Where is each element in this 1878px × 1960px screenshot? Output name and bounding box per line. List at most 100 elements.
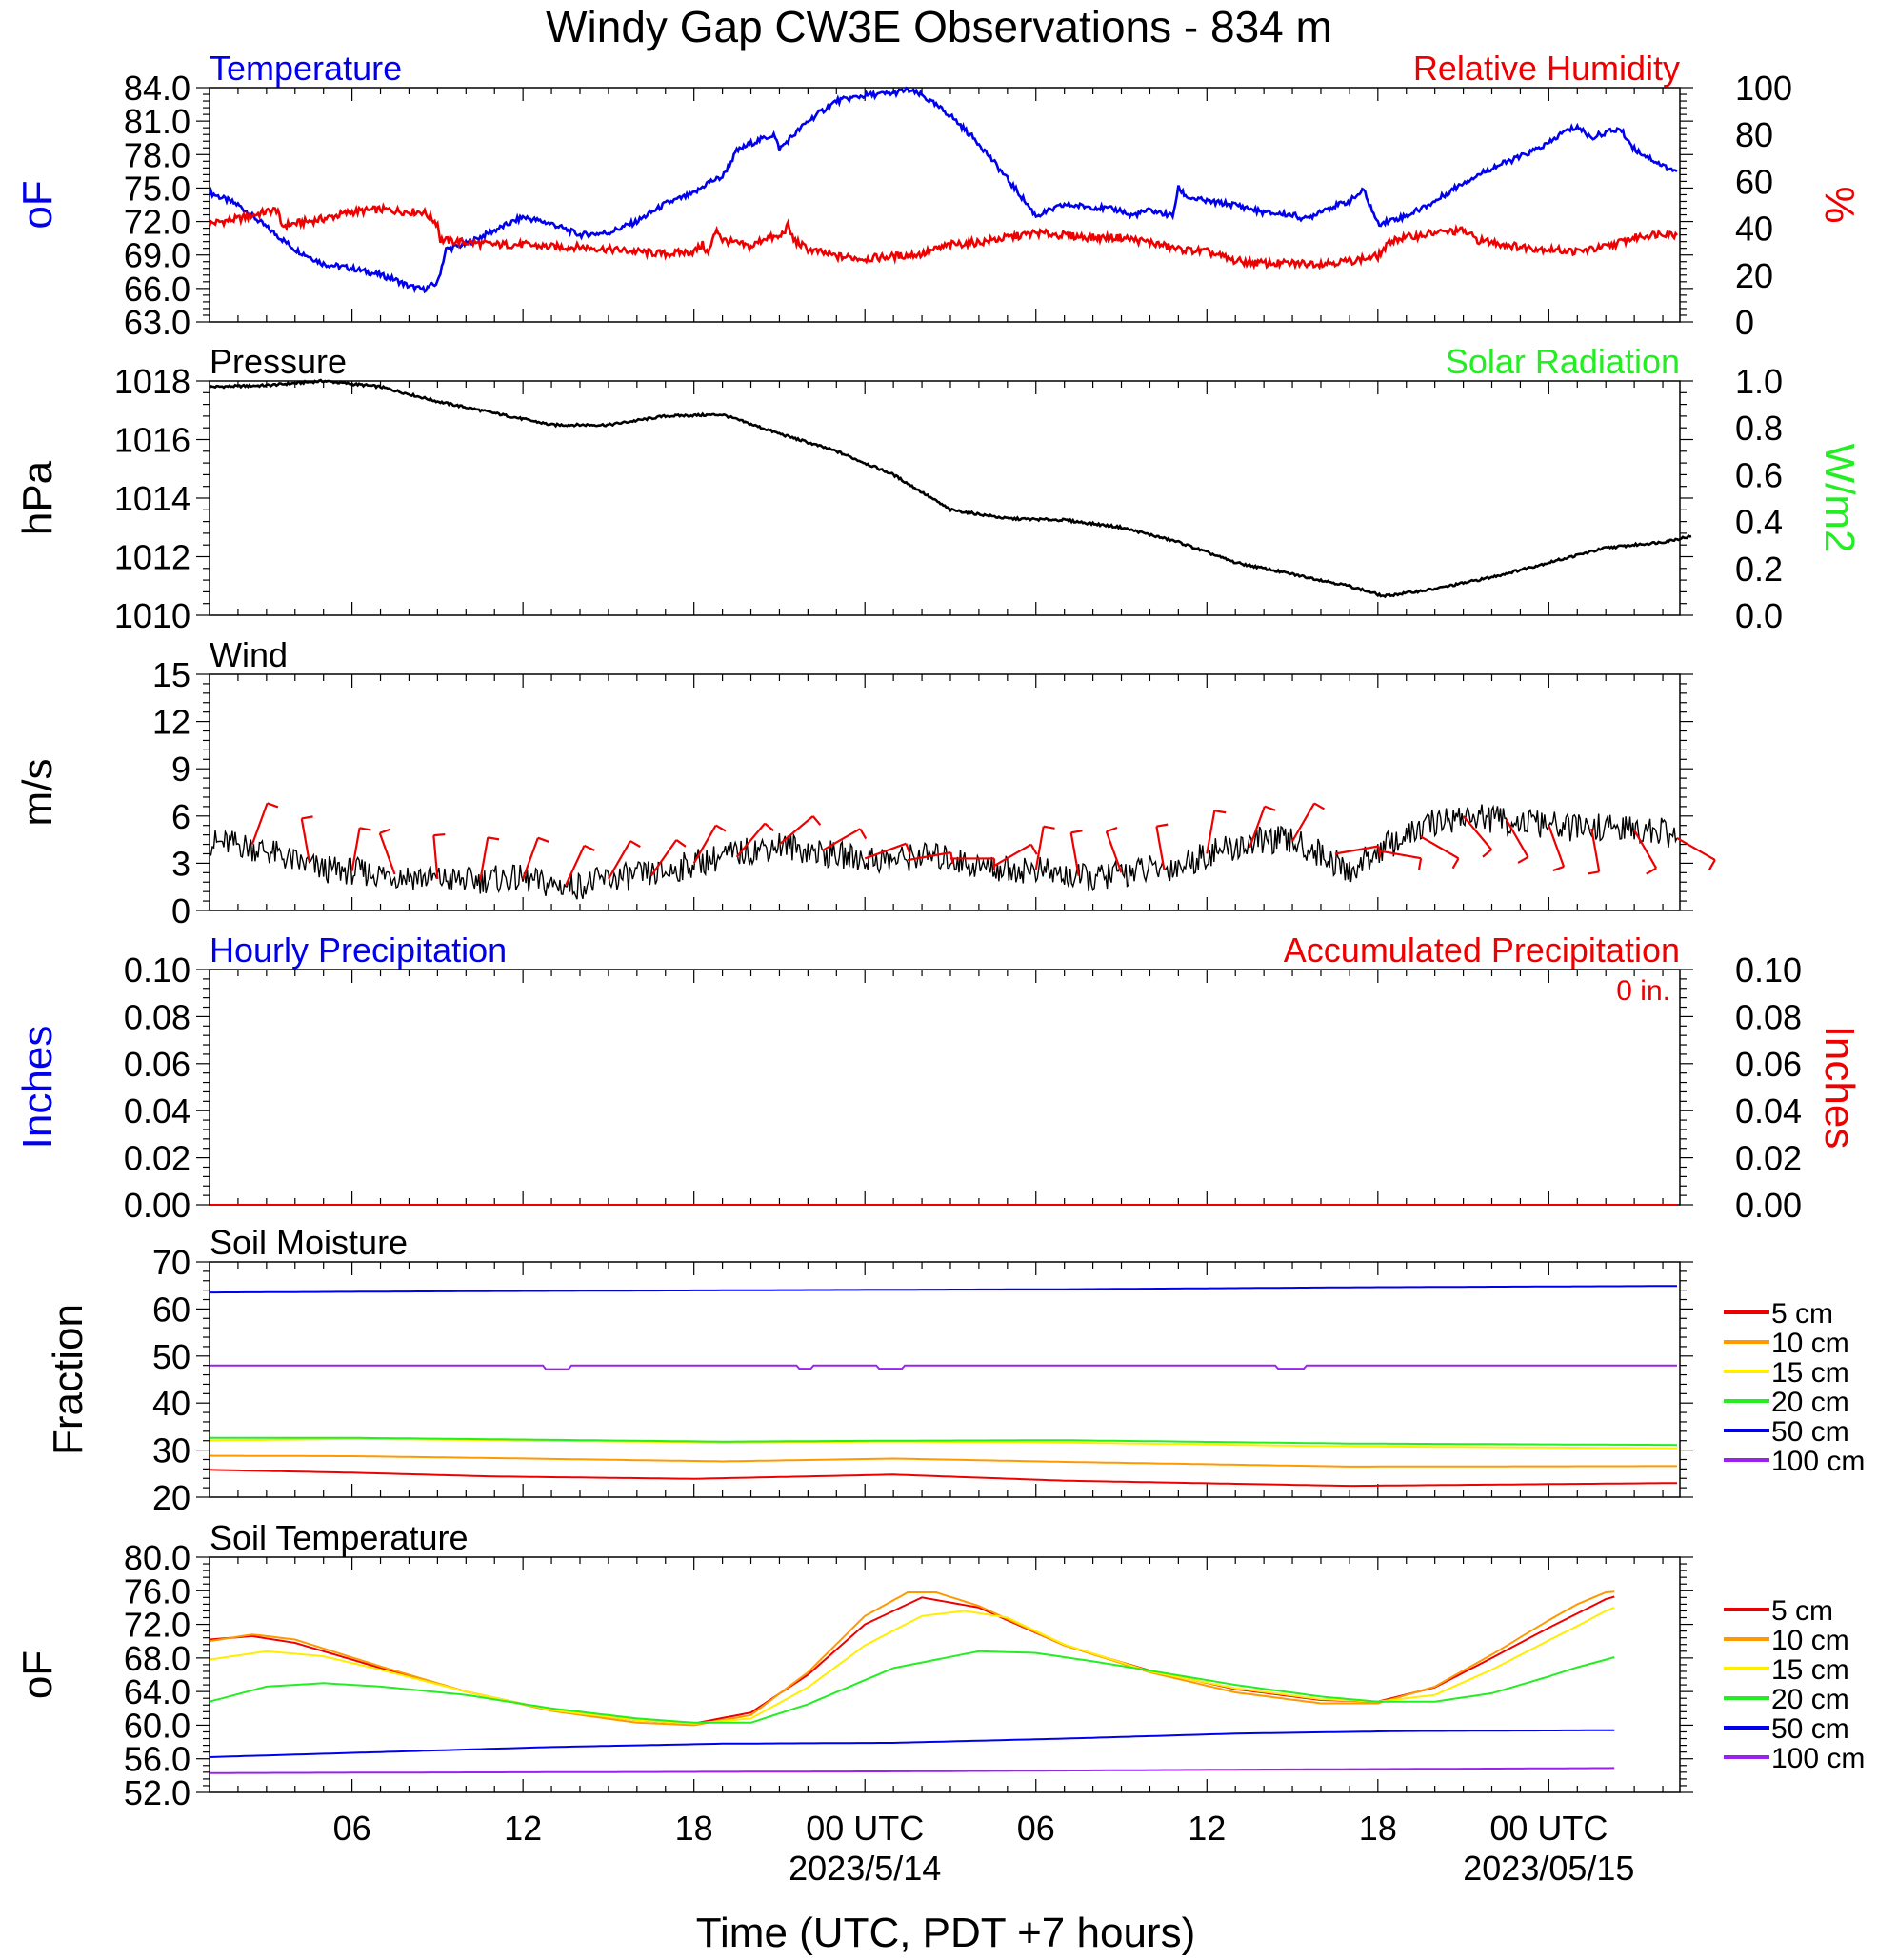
y-tick-label: 84.0: [124, 69, 190, 108]
y-axis-label-right: Inches: [1816, 1026, 1863, 1150]
wind-barb-flag: [1451, 857, 1460, 870]
y-tick-label: 0.06: [124, 1045, 190, 1084]
series-line-100-cm: [210, 1364, 1677, 1370]
panel-soil-temperature: 80.076.072.068.064.060.056.052.0 Soil Tem…: [14, 1518, 1865, 1812]
y-tick-label: 72.0: [124, 1606, 190, 1645]
y-tick-label: 60.0: [124, 1706, 190, 1745]
panel-frame: [209, 673, 1681, 911]
y-axis-label-left: Inches: [14, 1026, 61, 1150]
wind-barb: [1105, 830, 1123, 873]
legend-label: 20 cm: [1771, 1684, 1849, 1715]
y-right-tick-label: 60: [1735, 162, 1773, 201]
y-tick-label: 3: [171, 844, 190, 883]
y-tick-label: 68.0: [124, 1639, 190, 1678]
wind-barb: [1676, 836, 1716, 861]
chart-title: Windy Gap CW3E Observations - 834 m: [546, 2, 1332, 51]
panel-temperature: 84.081.078.075.072.069.066.063.0 100 80 60 4…: [14, 49, 1863, 342]
y-tick-label: 15: [152, 655, 190, 694]
wind-barb-flag: [764, 822, 775, 832]
wind-barb-flag: [1552, 865, 1565, 872]
series-line-20-cm: [209, 1650, 1615, 1724]
y-axis-label-left: hPa: [14, 460, 61, 535]
wind-barb: [1633, 830, 1658, 870]
series-line-temperature: [208, 86, 1678, 294]
legend-label: 100 cm: [1771, 1743, 1865, 1774]
y-axis-label-left: m/s: [14, 759, 61, 827]
y-right-tick-label: 40: [1735, 210, 1773, 249]
y-right-tick-label: 0.6: [1735, 455, 1783, 494]
x-tick-label: 00 UTC: [1489, 1809, 1608, 1848]
y-tick-label: 6: [171, 797, 190, 836]
wind-barb: [1462, 815, 1492, 850]
y-tick-label: 56.0: [124, 1740, 190, 1779]
x-tick-label: 06: [333, 1809, 371, 1848]
wind-barb-flag: [1214, 810, 1227, 814]
panel-frame: [209, 87, 1681, 323]
panel-title-left: Wind: [210, 635, 288, 674]
series-line-5-cm: [209, 1469, 1677, 1488]
wind-barb: [250, 802, 269, 845]
wind-barb-flag: [1646, 867, 1657, 875]
wind-barb-flag: [488, 836, 500, 841]
x-tick-label: 18: [675, 1809, 713, 1848]
y-tick-label: 50: [152, 1337, 190, 1376]
legend-label: 5 cm: [1771, 1595, 1833, 1627]
series-line-50-cm: [209, 1729, 1615, 1758]
series-line-10-cm: [209, 1454, 1677, 1468]
wind-barb: [735, 822, 766, 858]
series-line-wind-speed: [209, 804, 1678, 900]
y-right-tick-label: 1.0: [1735, 362, 1783, 401]
y-axis-label-left: oF: [14, 1650, 61, 1699]
x-date-label: 2023/05/15: [1463, 1849, 1634, 1888]
wind-barb-flag: [1708, 859, 1716, 870]
y-right-tick-label: 0.08: [1735, 997, 1802, 1036]
wind-barb-flag: [811, 815, 822, 826]
x-tick-label: 06: [1017, 1809, 1055, 1848]
y-right-tick-label: 0.8: [1735, 409, 1783, 448]
y-right-tick-label: 0: [1735, 303, 1754, 342]
y-tick-label: 1018: [114, 362, 190, 401]
wind-barb: [1291, 802, 1316, 842]
legend-label: 10 cm: [1771, 1625, 1849, 1656]
wind-barb: [432, 835, 439, 880]
wind-barb-flag: [1264, 805, 1276, 811]
wind-barb: [1249, 806, 1266, 849]
y-tick-label: 1010: [114, 596, 190, 635]
panel-title-left: Soil Moisture: [210, 1223, 408, 1262]
wind-barb: [1206, 810, 1216, 854]
y-right-tick-label: 80: [1735, 115, 1773, 154]
legend-label: 50 cm: [1771, 1416, 1849, 1448]
wind-barb-flag: [433, 832, 446, 837]
accumulated-total-annotation: 0 in.: [1616, 975, 1670, 1007]
y-right-tick-label: 0.0: [1735, 596, 1783, 635]
y-tick-label: 30: [152, 1431, 190, 1470]
panel-pressure: 1018 1016 1014 1012 1010 1.0 0.8 0.6 0.4 0.2 0.0 Pr…: [14, 342, 1863, 635]
series-line-relative-humidity: [208, 202, 1678, 270]
y-axis-label-right: %: [1816, 186, 1863, 223]
legend-label: 20 cm: [1771, 1387, 1849, 1418]
wind-barb: [522, 837, 539, 880]
wind-barb-flag: [267, 802, 279, 809]
y-tick-label: 0.02: [124, 1139, 190, 1178]
y-tick-label: 1014: [114, 479, 190, 518]
panel-title-left: Soil Temperature: [210, 1518, 468, 1557]
series-line-20-cm: [210, 1436, 1678, 1447]
panel-soil-moisture: 70 60 50 40 30 20 Soil Moisture Fraction 5 cm10 …: [45, 1223, 1865, 1517]
x-axis-label: Time (UTC, PDT +7 hours): [696, 1910, 1195, 1956]
legend-label: 5 cm: [1771, 1298, 1833, 1330]
y-axis-label-left: Fraction: [45, 1304, 91, 1455]
wind-barb: [378, 832, 396, 875]
wind-barb: [821, 828, 861, 852]
panel-title-right: Solar Radiation: [1446, 342, 1680, 381]
wind-barb: [778, 815, 814, 846]
wind-barb: [1155, 826, 1166, 870]
wind-barb-flag: [905, 843, 911, 855]
legend-label: 100 cm: [1771, 1446, 1865, 1477]
y-tick-label: 72.0: [124, 203, 190, 242]
wind-barb-flag: [859, 828, 868, 840]
legend-label: 10 cm: [1771, 1328, 1849, 1359]
y-axis-label-left: oF: [14, 180, 61, 229]
x-date-label: 2023/5/14: [789, 1849, 941, 1888]
wind-barb-flag: [301, 815, 313, 820]
